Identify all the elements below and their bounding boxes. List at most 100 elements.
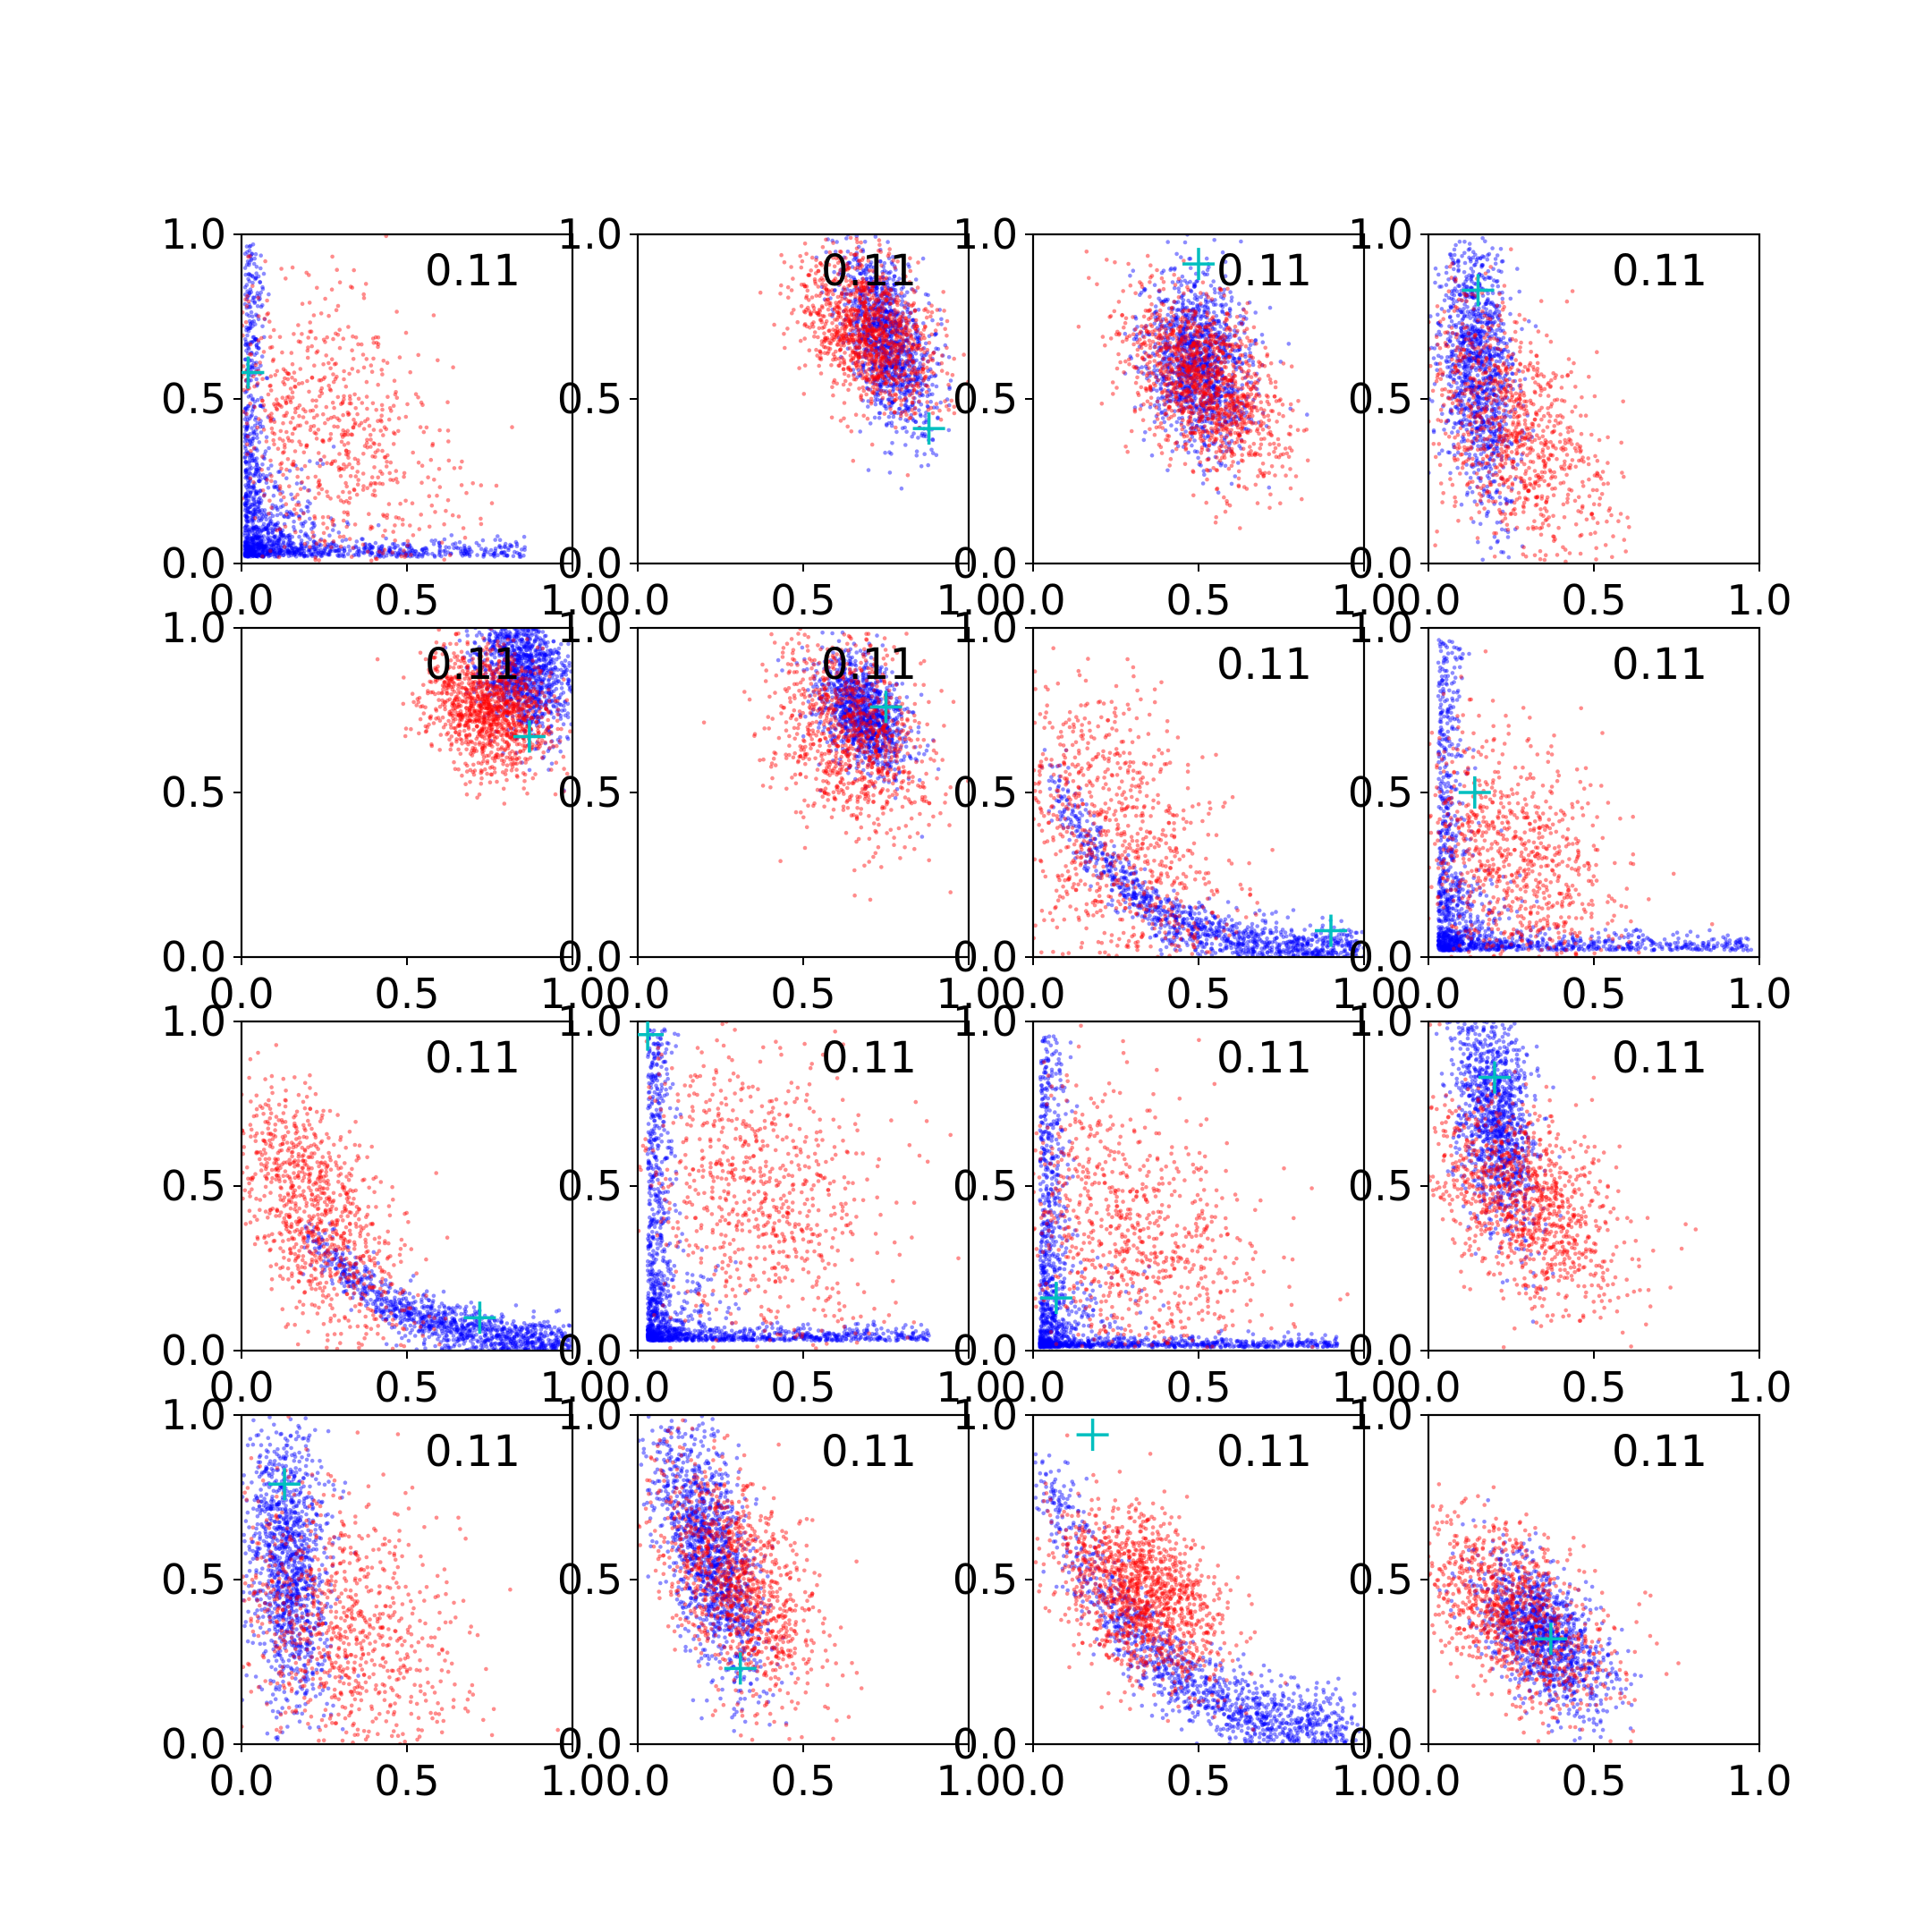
scatter-point: [332, 523, 337, 528]
scatter-point: [267, 550, 272, 555]
scatter-point: [857, 298, 862, 303]
scatter-point: [871, 365, 877, 369]
scatter-point: [258, 403, 263, 409]
scatter-point: [426, 552, 430, 556]
scatter-point: [332, 548, 337, 554]
scatter-point: [352, 487, 357, 492]
scatter-point: [889, 288, 894, 293]
scatter-point: [352, 417, 356, 422]
scatter-point: [255, 462, 259, 468]
scatter-point: [881, 275, 886, 280]
scatter-point: [253, 526, 258, 531]
scatter-point: [344, 464, 349, 470]
scatter-point: [254, 545, 258, 549]
scatter-point: [880, 285, 885, 290]
scatter-point: [920, 367, 926, 372]
scatter-point: [854, 346, 860, 352]
scatter-point: [926, 462, 930, 468]
scatter-point: [860, 276, 865, 282]
scatter-point: [899, 387, 904, 392]
scatter-point: [268, 383, 273, 388]
scatter-point: [437, 549, 442, 554]
scatter-point: [246, 540, 250, 545]
scatter-point: [268, 547, 273, 553]
scatter-point: [499, 550, 504, 555]
scatter-point: [245, 501, 250, 506]
scatter-point: [260, 554, 266, 559]
scatter-point: [251, 507, 256, 513]
scatter-point: [250, 540, 255, 545]
scatter-point: [291, 550, 295, 555]
scatter-point: [465, 552, 470, 556]
scatter-point: [253, 469, 258, 474]
scatter-point: [272, 549, 277, 554]
scatter-point: [245, 547, 250, 552]
scatter-point: [253, 550, 258, 555]
scatter-point: [901, 313, 905, 318]
scatter-point: [905, 361, 910, 366]
scatter-point: [247, 549, 252, 554]
scatter-point: [268, 543, 274, 547]
scatter-point: [314, 436, 319, 441]
scatter-point: [243, 411, 248, 415]
scatter-point: [911, 325, 915, 329]
scatter-point: [284, 502, 289, 506]
scatter-point: [477, 543, 481, 548]
scatter-point: [287, 484, 292, 488]
scatter-point: [867, 367, 871, 371]
scatter-point: [259, 547, 264, 551]
scatter-point: [922, 452, 927, 457]
scatter-point: [927, 341, 932, 345]
scatter-point: [890, 330, 895, 335]
scatter-point: [856, 259, 860, 264]
scatter-point: [403, 498, 408, 504]
scatter-point: [928, 353, 933, 359]
scatter-point: [270, 530, 275, 535]
scatter-point: [341, 552, 346, 556]
scatter-point: [504, 554, 510, 558]
scatter-point: [848, 368, 853, 373]
scatter-point: [265, 541, 270, 547]
scatter-point: [820, 290, 825, 295]
scatter-point: [290, 390, 295, 395]
scatter-point: [402, 548, 406, 553]
scatter-point: [879, 291, 885, 295]
scatter-point: [872, 312, 877, 318]
scatter-point: [862, 347, 867, 352]
scatter-point: [891, 277, 896, 283]
scatter-point: [327, 386, 333, 392]
scatter-point: [886, 324, 891, 329]
scatter-point: [243, 435, 248, 440]
scatter-point: [822, 344, 826, 350]
scatter-point: [386, 417, 392, 422]
scatter-point: [811, 320, 816, 325]
scatter-point: [871, 367, 876, 371]
scatter-point: [245, 555, 250, 559]
scatter-point: [892, 283, 897, 287]
scatter-point: [394, 515, 399, 520]
scatter-point: [262, 335, 267, 340]
scatter-point: [882, 375, 887, 379]
scatter-point: [250, 502, 255, 507]
scatter-point: [887, 352, 893, 356]
scatter-point: [278, 531, 284, 537]
scatter-point: [929, 309, 935, 315]
scatter-point: [243, 470, 248, 475]
scatter-point: [257, 546, 261, 551]
scatter-point: [886, 325, 891, 329]
scatter-point: [292, 507, 297, 512]
scatter-point: [830, 312, 835, 318]
scatter-point: [903, 301, 908, 305]
scatter-point: [819, 284, 825, 290]
scatter-point: [402, 474, 406, 479]
scatter-point: [297, 503, 301, 507]
scatter-point: [292, 546, 297, 551]
scatter-point: [242, 454, 248, 460]
scatter-point: [312, 363, 317, 369]
scatter-point: [875, 397, 880, 402]
scatter-point: [802, 242, 808, 246]
scatter-point: [246, 524, 250, 530]
scatter-point: [380, 372, 385, 377]
scatter-point: [869, 324, 873, 329]
scatter-point: [886, 325, 891, 330]
